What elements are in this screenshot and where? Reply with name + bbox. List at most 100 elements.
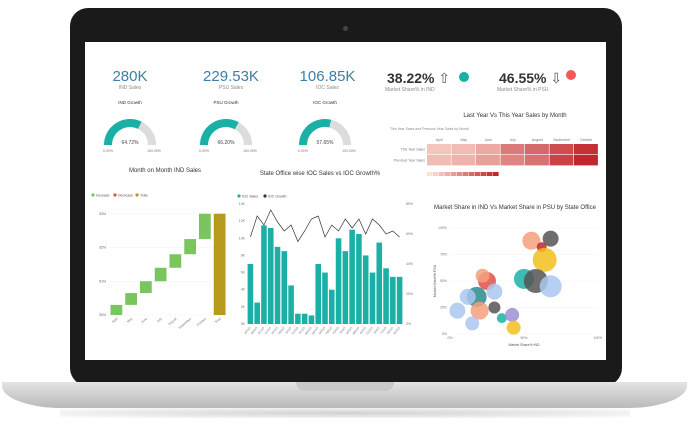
combo-legend-marker [263,194,267,198]
heatmap-cell [427,155,451,166]
combo-x-tick: UPSO [345,326,354,336]
dashboard-screen: 280K IND Sales 229.53K PSU Sales 106.85K… [85,42,606,360]
gauge-max: 100.00% [342,149,356,153]
heatmap-cell [525,155,549,166]
gauge-max: 100.00% [243,149,257,153]
heatmap-cell [549,144,574,155]
combo-y2-tick: 20% [406,292,413,296]
combo-bar [261,225,267,324]
waterfall-bar [125,293,137,305]
kpi-ioc-sales-label: IOC Sales [316,85,339,91]
scatter-bubble [470,301,489,320]
combo-growth-line [250,209,400,243]
gauge-value: 64.72% [122,140,140,146]
waterfall-legend-marker [135,193,139,197]
market-share-ind-label: Market Share% in IND [385,87,435,93]
heatmap-scale-cell [439,172,445,176]
heatmap-cell [574,144,598,155]
combo-bar [396,276,403,324]
combo-legend-marker [237,194,241,198]
combo-bar [274,246,281,324]
scatter-y-tick: 100% [438,226,447,230]
combo-bar [383,268,389,324]
combo-x-tick: DLSO [257,326,266,335]
heatmap-scale-cell [481,172,487,176]
combo-y-tick: 0K [241,322,246,326]
combo-y2-tick: 80% [406,202,413,206]
combo-x-tick: HPSO [270,326,279,336]
heatmap-cell [451,155,476,166]
waterfall-bar [110,304,123,315]
kpi-ioc-sales-value: 106.85K [299,68,356,85]
waterfall-bar [154,267,167,282]
combo-x-tick: MHSO [304,326,313,336]
heatmap-chart: April May June July August September October Th… [394,138,598,176]
heatmap-cell [500,155,525,166]
combo-title: State Office wise IOC Sales vs IOC Growt… [259,171,381,177]
combo-bar [328,289,335,324]
scatter-bubble [542,230,559,247]
heatmap-row-label: This Year Sales [401,148,426,152]
combo-y2-tick: 60% [406,232,413,236]
combo-bar [288,285,294,324]
combo-bar [390,276,396,324]
heatmap-column-label: October [580,138,593,142]
combo-bar [322,272,328,324]
heatmap-scale-cell [433,172,439,176]
heatmap-scale-cell [451,172,457,176]
heatmap-scale-cell [469,172,475,176]
scatter-y-tick: 75% [440,253,447,257]
heatmap-column-label: August [532,138,543,142]
combo-y-tick: 6K [241,271,246,275]
gauge-min: 0.00% [298,149,308,153]
combo-x-tick: JKSO [284,326,293,335]
waterfall-x-tick: June [140,317,148,325]
scatter-y-tick: 50% [440,279,447,283]
waterfall-bar [199,213,211,240]
waterfall-x-tick: Total [214,317,222,325]
waterfall-legend-marker [113,193,117,197]
combo-y2-tick: 40% [406,262,413,266]
combo-bar [308,315,315,324]
scatter-chart: 0% 25% 50% 75% 100% 0% 50% 100% Market Share% IN… [433,226,602,347]
scatter-bubble [459,288,476,305]
waterfall-legend-label: Decrease [118,194,133,198]
heatmap-scale-cell [463,172,469,176]
combo-x-tick: HRSO [277,326,286,336]
combo-bar [301,313,308,324]
combo-bar [349,229,355,324]
combo-y-tick: 12K [239,219,246,223]
combo-x-tick: JHSO [372,326,381,335]
combo-x-tick: WBSO [351,326,360,336]
combo-bar [254,302,260,324]
waterfall-x-tick: April [111,317,119,324]
combo-bar [247,264,254,324]
heatmap-column-label: September [553,138,571,142]
heatmap-cell [451,144,476,155]
combo-x-tick: RJSO [332,326,341,335]
scatter-y-tick: 25% [440,306,447,310]
scatter-bubble [506,320,521,335]
combo-legend-label: IOC Growth [268,195,287,199]
combo-bar [335,238,342,324]
gauge-max: 100.00% [147,149,161,153]
combo-x-tick: TNSO [338,326,347,335]
laptop-shadow [60,408,630,418]
combo-x-tick: GJSO [264,326,273,335]
scatter-x-label: Market Share% IND [508,343,540,347]
heatmap-column-label: July [510,138,516,142]
combo-bar [281,251,288,324]
market-share-psu-value: 46.55% ⇩ [499,70,563,86]
combo-x-tick: ASSO [359,326,368,335]
gauge-title: PSU Growth [213,100,239,105]
market-share-ind-value: 38.22% ⇧ [387,70,451,86]
combo-y-tick: 4K [241,288,246,292]
scatter-bubble [486,283,503,300]
kpi-ind-sales-label: IND Sales [118,85,142,91]
scatter-bubble [488,301,501,314]
gauge-fill [299,119,332,146]
kpi-psu-sales-label: PSU Sales [218,85,244,91]
heatmap-cell [427,144,451,155]
scatter-bubble [496,313,507,324]
kpi-psu-sales-value: 229.53K [203,68,259,85]
